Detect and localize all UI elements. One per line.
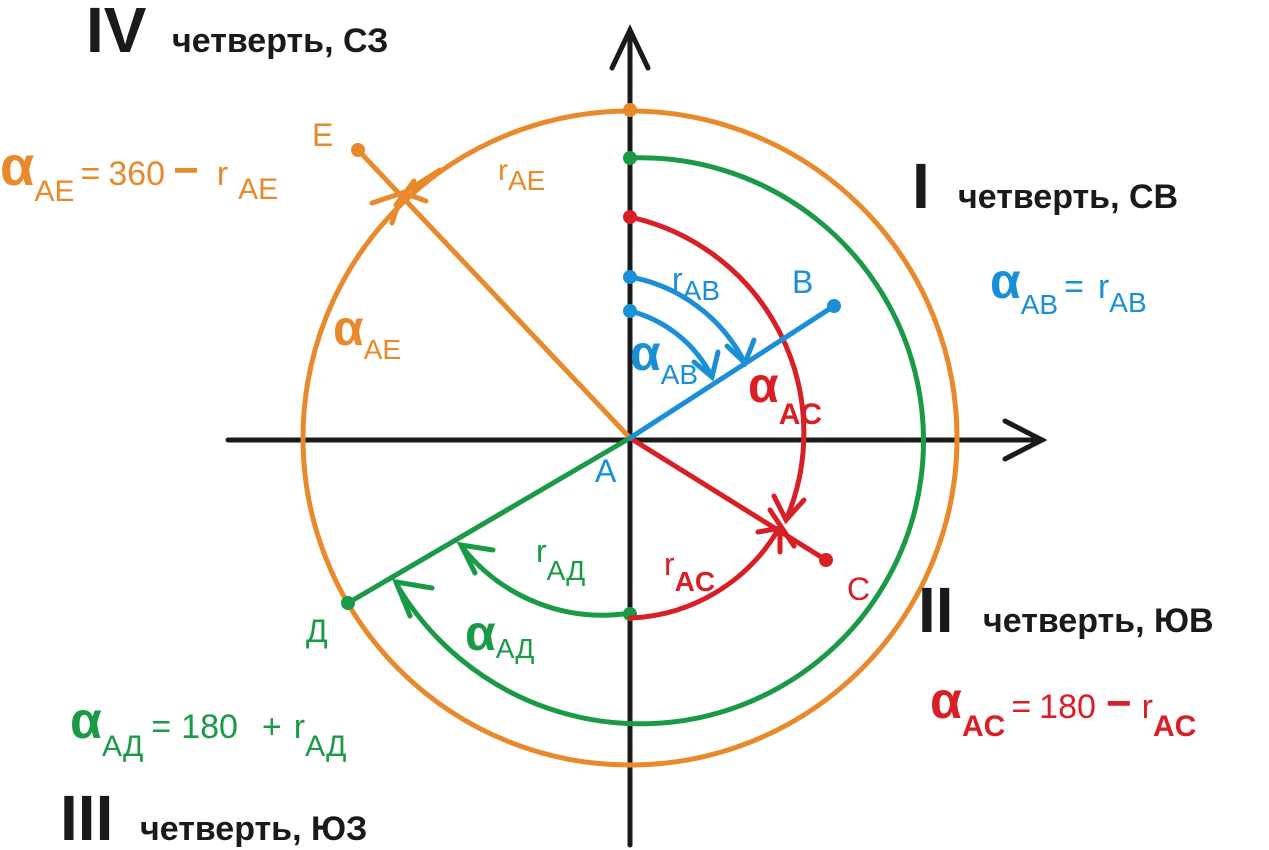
ac-alpha-arrowhead <box>771 493 807 525</box>
line-ac <box>627 435 829 563</box>
alpha-ac-label: αAC <box>748 357 822 431</box>
quadrant-iii-roman: III <box>60 782 113 850</box>
alpha-ab-label: αAB <box>630 325 698 390</box>
vertical-axis-arrowhead <box>609 24 651 71</box>
quadrant-iv-roman: IV <box>86 0 147 66</box>
ab-alpha-arc <box>627 308 715 380</box>
quadrant-ii-roman: II <box>918 574 954 646</box>
alpha-ad-label: αАД <box>465 605 534 664</box>
ac-point-top <box>623 210 637 224</box>
ad-alpha-arrowhead <box>391 578 435 619</box>
ab-point-alpha <box>623 304 637 318</box>
quadrant-ii-text: четверть, ЮВ <box>983 602 1214 640</box>
r-ae-label: rAE <box>498 154 545 196</box>
ac-tick <box>767 507 797 549</box>
point-e-dot <box>351 143 365 157</box>
ae-tick <box>393 178 417 208</box>
ac-group <box>627 214 829 621</box>
quadrant-iii-text: четверть, ЮЗ <box>140 810 367 848</box>
ad-alpha-arc <box>394 155 926 727</box>
formula-ad: αАД= 180 + rАД <box>70 692 346 763</box>
point-b-dot <box>827 299 841 313</box>
r-ac-label: rAC <box>664 546 715 597</box>
ad-r-arrowhead <box>456 541 496 576</box>
r-ab-label: rAB <box>672 261 720 306</box>
quadrant-iv-label: IV четверть, СЗ <box>86 0 388 66</box>
point-a-label: A <box>595 453 617 489</box>
point-d-dot <box>341 596 355 610</box>
point-b-label: B <box>792 264 813 300</box>
ad-r-arc <box>460 545 633 618</box>
formula-ac: αAC= 180− rAC <box>930 672 1196 743</box>
r-ad-label: rАД <box>536 533 585 586</box>
ae-point-top <box>623 103 637 117</box>
point-d-label: Д <box>306 613 328 649</box>
ab-r-arc <box>627 274 748 366</box>
alpha-ae-label: αAE <box>333 300 401 365</box>
ab-alpha-arrowhead <box>691 349 721 382</box>
line-ad <box>345 435 633 606</box>
quadrant-iv-text: четверть, СЗ <box>172 22 388 60</box>
quadrant-i-text: четверть, СВ <box>958 178 1178 216</box>
point-e-label: E <box>312 117 333 153</box>
quadrant-iii-label: III четверть, ЮЗ <box>60 782 367 850</box>
formula-ab: αAB = rAB <box>990 253 1147 320</box>
ad-group <box>345 155 926 727</box>
ab-group <box>627 274 837 441</box>
ad-point-top <box>623 151 637 165</box>
quadrant-i-roman: I <box>912 150 930 222</box>
quadrant-i-label: I четверть, СВ <box>912 150 1178 222</box>
formula-ae: αAE = 360− r AE <box>0 134 278 208</box>
point-c-label: C <box>847 571 870 607</box>
quadrant-ii-label: II четверть, ЮВ <box>918 574 1214 646</box>
horizontal-axis-arrowhead <box>1002 418 1048 462</box>
ab-r-arrowhead <box>724 337 757 368</box>
point-c-dot <box>819 553 833 567</box>
ac-r-arc <box>627 527 781 621</box>
ab-point-r <box>623 270 637 284</box>
ac-alpha-arc <box>627 214 807 523</box>
line-ab <box>627 303 837 441</box>
